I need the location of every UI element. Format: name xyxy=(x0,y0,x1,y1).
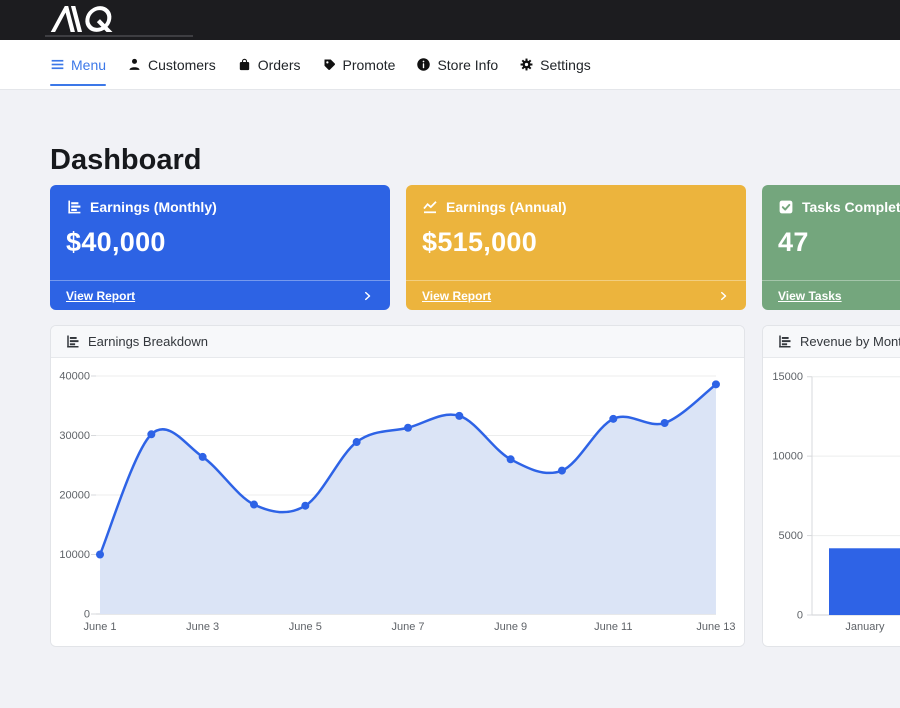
panel-header: Earnings Breakdown xyxy=(51,326,744,358)
card-footer: View Report xyxy=(406,280,746,310)
revenue-by-month-panel: Revenue by Month 0 5000 10000 15000 January xyxy=(762,325,900,647)
svg-text:40000: 40000 xyxy=(59,371,90,383)
bar-chart-icon xyxy=(68,200,81,214)
view-tasks-link[interactable]: View Tasks xyxy=(778,288,842,303)
page-title: Dashboard xyxy=(50,144,202,176)
card-title: Tasks Completed xyxy=(802,199,900,215)
brand-underline xyxy=(45,35,193,37)
svg-text:June 5: June 5 xyxy=(289,621,322,633)
shopping-bag-icon xyxy=(237,57,252,72)
card-header: Earnings (Annual) xyxy=(406,185,746,215)
svg-text:30000: 30000 xyxy=(59,430,90,442)
svg-text:0: 0 xyxy=(84,609,90,621)
panel-header: Revenue by Month xyxy=(763,326,900,358)
panel-body: 0 5000 10000 15000 January xyxy=(763,358,900,646)
card-value: $40,000 xyxy=(66,227,166,257)
top-app-bar xyxy=(0,0,900,40)
svg-text:5000: 5000 xyxy=(779,530,803,542)
nav-item-label: Menu xyxy=(71,56,107,73)
chart-panels-row: Earnings Breakdown 0 10000 20000 30000 40000… xyxy=(50,325,900,647)
earnings-annual-card[interactable]: Earnings (Annual) $515,000 View Report xyxy=(406,185,746,310)
card-footer: View Report xyxy=(50,280,390,310)
card-value: 47 xyxy=(778,227,809,257)
card-header: Tasks Completed xyxy=(762,185,900,215)
svg-text:January: January xyxy=(845,621,885,633)
svg-text:June 9: June 9 xyxy=(494,621,527,633)
check-square-icon xyxy=(779,200,793,214)
svg-text:15000: 15000 xyxy=(772,371,803,383)
chevron-right-icon xyxy=(365,291,371,300)
svg-text:20000: 20000 xyxy=(59,490,90,502)
panel-title: Earnings Breakdown xyxy=(88,334,208,349)
nav-item-label: Orders xyxy=(257,56,301,73)
svg-text:10000: 10000 xyxy=(59,549,90,561)
gear-icon xyxy=(519,57,534,72)
card-value: $515,000 xyxy=(422,227,538,257)
nav-item-customers[interactable]: Customers xyxy=(127,40,216,89)
revenue-by-month-chart: 0 5000 10000 15000 January xyxy=(772,371,900,633)
earnings-breakdown-panel: Earnings Breakdown 0 10000 20000 30000 40000… xyxy=(50,325,745,647)
nav-item-promote[interactable]: Promote xyxy=(322,40,396,89)
earnings-breakdown-chart: 0 10000 20000 30000 40000 June 1 June 3 June 5 J… xyxy=(59,371,735,634)
view-report-link[interactable]: View Report xyxy=(422,288,492,303)
card-title: Earnings (Annual) xyxy=(446,199,567,215)
aq-logo-icon[interactable] xyxy=(45,6,140,32)
nav-item-settings[interactable]: Settings xyxy=(519,40,591,89)
card-footer: View Tasks xyxy=(762,280,900,310)
nav-item-menu[interactable]: Menu xyxy=(50,40,107,89)
bar-chart-icon xyxy=(67,335,79,348)
svg-text:June 13: June 13 xyxy=(696,621,735,633)
stat-cards-row: Earnings (Monthly) $40,000 View Report E… xyxy=(50,185,900,310)
card-header: Earnings (Monthly) xyxy=(50,185,390,215)
svg-text:June 3: June 3 xyxy=(186,621,219,633)
svg-text:June 1: June 1 xyxy=(83,621,116,633)
nav-item-label: Customers xyxy=(148,56,216,73)
svg-text:0: 0 xyxy=(797,610,803,622)
panel-title: Revenue by Month xyxy=(800,334,900,349)
nav-item-label: Promote xyxy=(342,56,396,73)
nav-item-label: Store Info xyxy=(437,56,499,73)
earnings-monthly-card[interactable]: Earnings (Monthly) $40,000 View Report xyxy=(50,185,390,310)
line-chart-icon xyxy=(423,201,437,214)
view-report-link[interactable]: View Report xyxy=(66,288,136,303)
nav-item-store-info[interactable]: Store Info xyxy=(416,40,498,89)
person-icon xyxy=(127,57,142,72)
bar-chart-icon xyxy=(779,335,791,348)
info-circle-icon xyxy=(416,57,431,72)
panel-body: 0 10000 20000 30000 40000 June 1 June 3 June 5 J… xyxy=(51,358,744,646)
svg-text:10000: 10000 xyxy=(772,451,803,463)
tag-icon xyxy=(322,57,337,72)
nav-item-orders[interactable]: Orders xyxy=(237,40,301,89)
tasks-completed-card[interactable]: Tasks Completed 47 View Tasks xyxy=(762,185,900,310)
card-title: Earnings (Monthly) xyxy=(90,199,217,215)
main-navbar: Menu Customers Orders Promote Store Info xyxy=(0,40,900,90)
nav-item-label: Settings xyxy=(540,56,591,73)
svg-text:June 11: June 11 xyxy=(594,621,632,633)
chevron-right-icon xyxy=(721,291,727,300)
hamburger-icon xyxy=(50,57,65,72)
svg-text:June 7: June 7 xyxy=(391,621,424,633)
